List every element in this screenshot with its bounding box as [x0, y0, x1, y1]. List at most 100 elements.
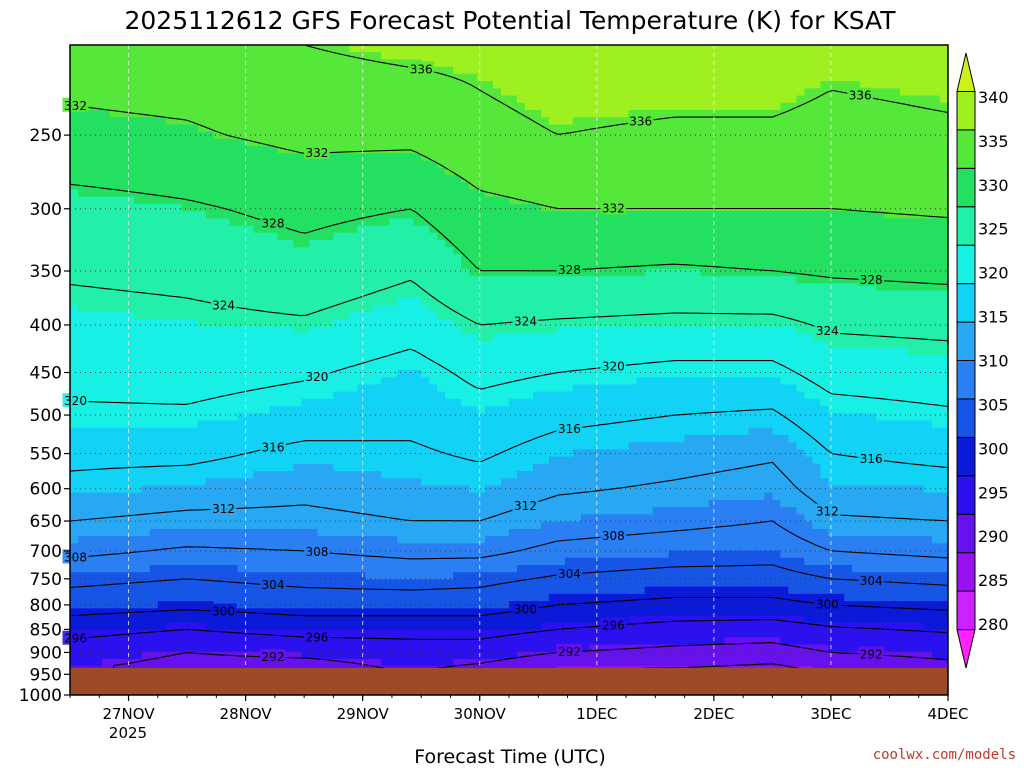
theta-cell	[333, 391, 342, 400]
theta-cell	[181, 442, 191, 451]
theta-cell	[469, 167, 478, 176]
theta-cell	[229, 66, 239, 75]
theta-cell	[70, 528, 79, 537]
theta-cell	[333, 449, 342, 458]
theta-cell	[325, 536, 334, 544]
theta-cell	[149, 521, 159, 530]
theta-cell	[333, 333, 342, 342]
theta-cell	[157, 45, 167, 53]
theta-cell	[421, 160, 430, 169]
theta-cell	[493, 189, 502, 198]
theta-cell	[197, 160, 207, 169]
theta-cell	[293, 254, 303, 263]
theta-cell	[461, 485, 470, 494]
theta-cell	[189, 319, 199, 328]
theta-cell	[237, 398, 247, 407]
theta-cell	[213, 240, 223, 248]
theta-cell	[485, 398, 494, 407]
theta-cell	[445, 333, 454, 342]
theta-cell	[117, 110, 127, 118]
theta-cell	[389, 268, 398, 277]
theta-cell	[509, 88, 518, 97]
theta-cell	[501, 326, 510, 335]
theta-cell	[445, 175, 454, 183]
theta-cell	[453, 449, 462, 458]
theta-cell	[141, 521, 151, 530]
theta-cell	[205, 370, 215, 378]
theta-cell	[413, 254, 422, 263]
theta-cell	[165, 557, 175, 566]
theta-cell	[389, 528, 398, 537]
theta-cell	[261, 211, 271, 219]
theta-cell	[501, 45, 510, 53]
theta-cell	[181, 276, 191, 284]
theta-cell	[165, 203, 175, 212]
theta-cell	[149, 95, 159, 104]
theta-cell	[485, 355, 494, 364]
theta-cell	[405, 658, 414, 667]
theta-cell	[261, 52, 271, 61]
theta-cell	[253, 333, 263, 342]
theta-cell	[365, 384, 374, 393]
theta-cell	[477, 622, 486, 631]
theta-cell	[501, 297, 510, 306]
theta-cell	[293, 211, 303, 219]
theta-cell	[117, 565, 127, 573]
theta-cell	[221, 420, 231, 429]
theta-cell	[285, 478, 295, 487]
theta-cell	[493, 615, 502, 624]
theta-cell	[229, 218, 239, 227]
theta-cell	[261, 630, 271, 638]
theta-cell	[93, 232, 103, 241]
theta-cell	[141, 326, 151, 335]
theta-cell	[453, 485, 462, 494]
theta-cell	[389, 66, 398, 75]
theta-cell	[133, 153, 143, 162]
theta-cell	[293, 391, 303, 400]
theta-cell	[397, 543, 406, 552]
theta-cell	[501, 362, 510, 371]
theta-cell	[77, 348, 87, 357]
theta-cell	[389, 406, 398, 414]
theta-cell	[101, 196, 111, 205]
theta-cell	[293, 398, 303, 407]
theta-cell	[421, 384, 430, 393]
theta-cell	[181, 608, 191, 617]
theta-cell	[101, 283, 111, 292]
theta-cell	[421, 391, 430, 400]
theta-cell	[117, 312, 127, 321]
theta-cell	[181, 290, 191, 299]
theta-cell	[317, 492, 327, 501]
theta-cell	[205, 572, 215, 581]
theta-cell	[365, 110, 374, 118]
theta-cell	[469, 377, 478, 386]
theta-cell	[141, 175, 151, 183]
theta-cell	[229, 117, 239, 126]
theta-cell	[357, 240, 366, 248]
theta-cell	[85, 362, 95, 371]
theta-cell	[77, 225, 87, 234]
theta-cell	[117, 543, 127, 552]
theta-cell	[253, 117, 263, 126]
theta-cell	[197, 240, 207, 248]
theta-cell	[165, 630, 175, 638]
theta-cell	[197, 593, 207, 602]
theta-cell	[229, 355, 239, 364]
theta-cell	[397, 550, 406, 559]
theta-cell	[389, 261, 398, 270]
theta-cell	[397, 52, 406, 61]
theta-cell	[317, 211, 327, 219]
theta-cell	[93, 536, 103, 544]
theta-cell	[437, 73, 446, 82]
theta-cell	[189, 521, 199, 530]
theta-cell	[237, 406, 247, 414]
theta-cell	[429, 240, 438, 248]
theta-cell	[77, 73, 87, 82]
theta-cell	[317, 247, 327, 256]
theta-cell	[333, 254, 342, 263]
theta-cell	[397, 110, 406, 118]
theta-cell	[213, 211, 223, 219]
theta-cell	[141, 478, 151, 487]
theta-cell	[453, 507, 462, 516]
theta-cell	[253, 485, 263, 494]
